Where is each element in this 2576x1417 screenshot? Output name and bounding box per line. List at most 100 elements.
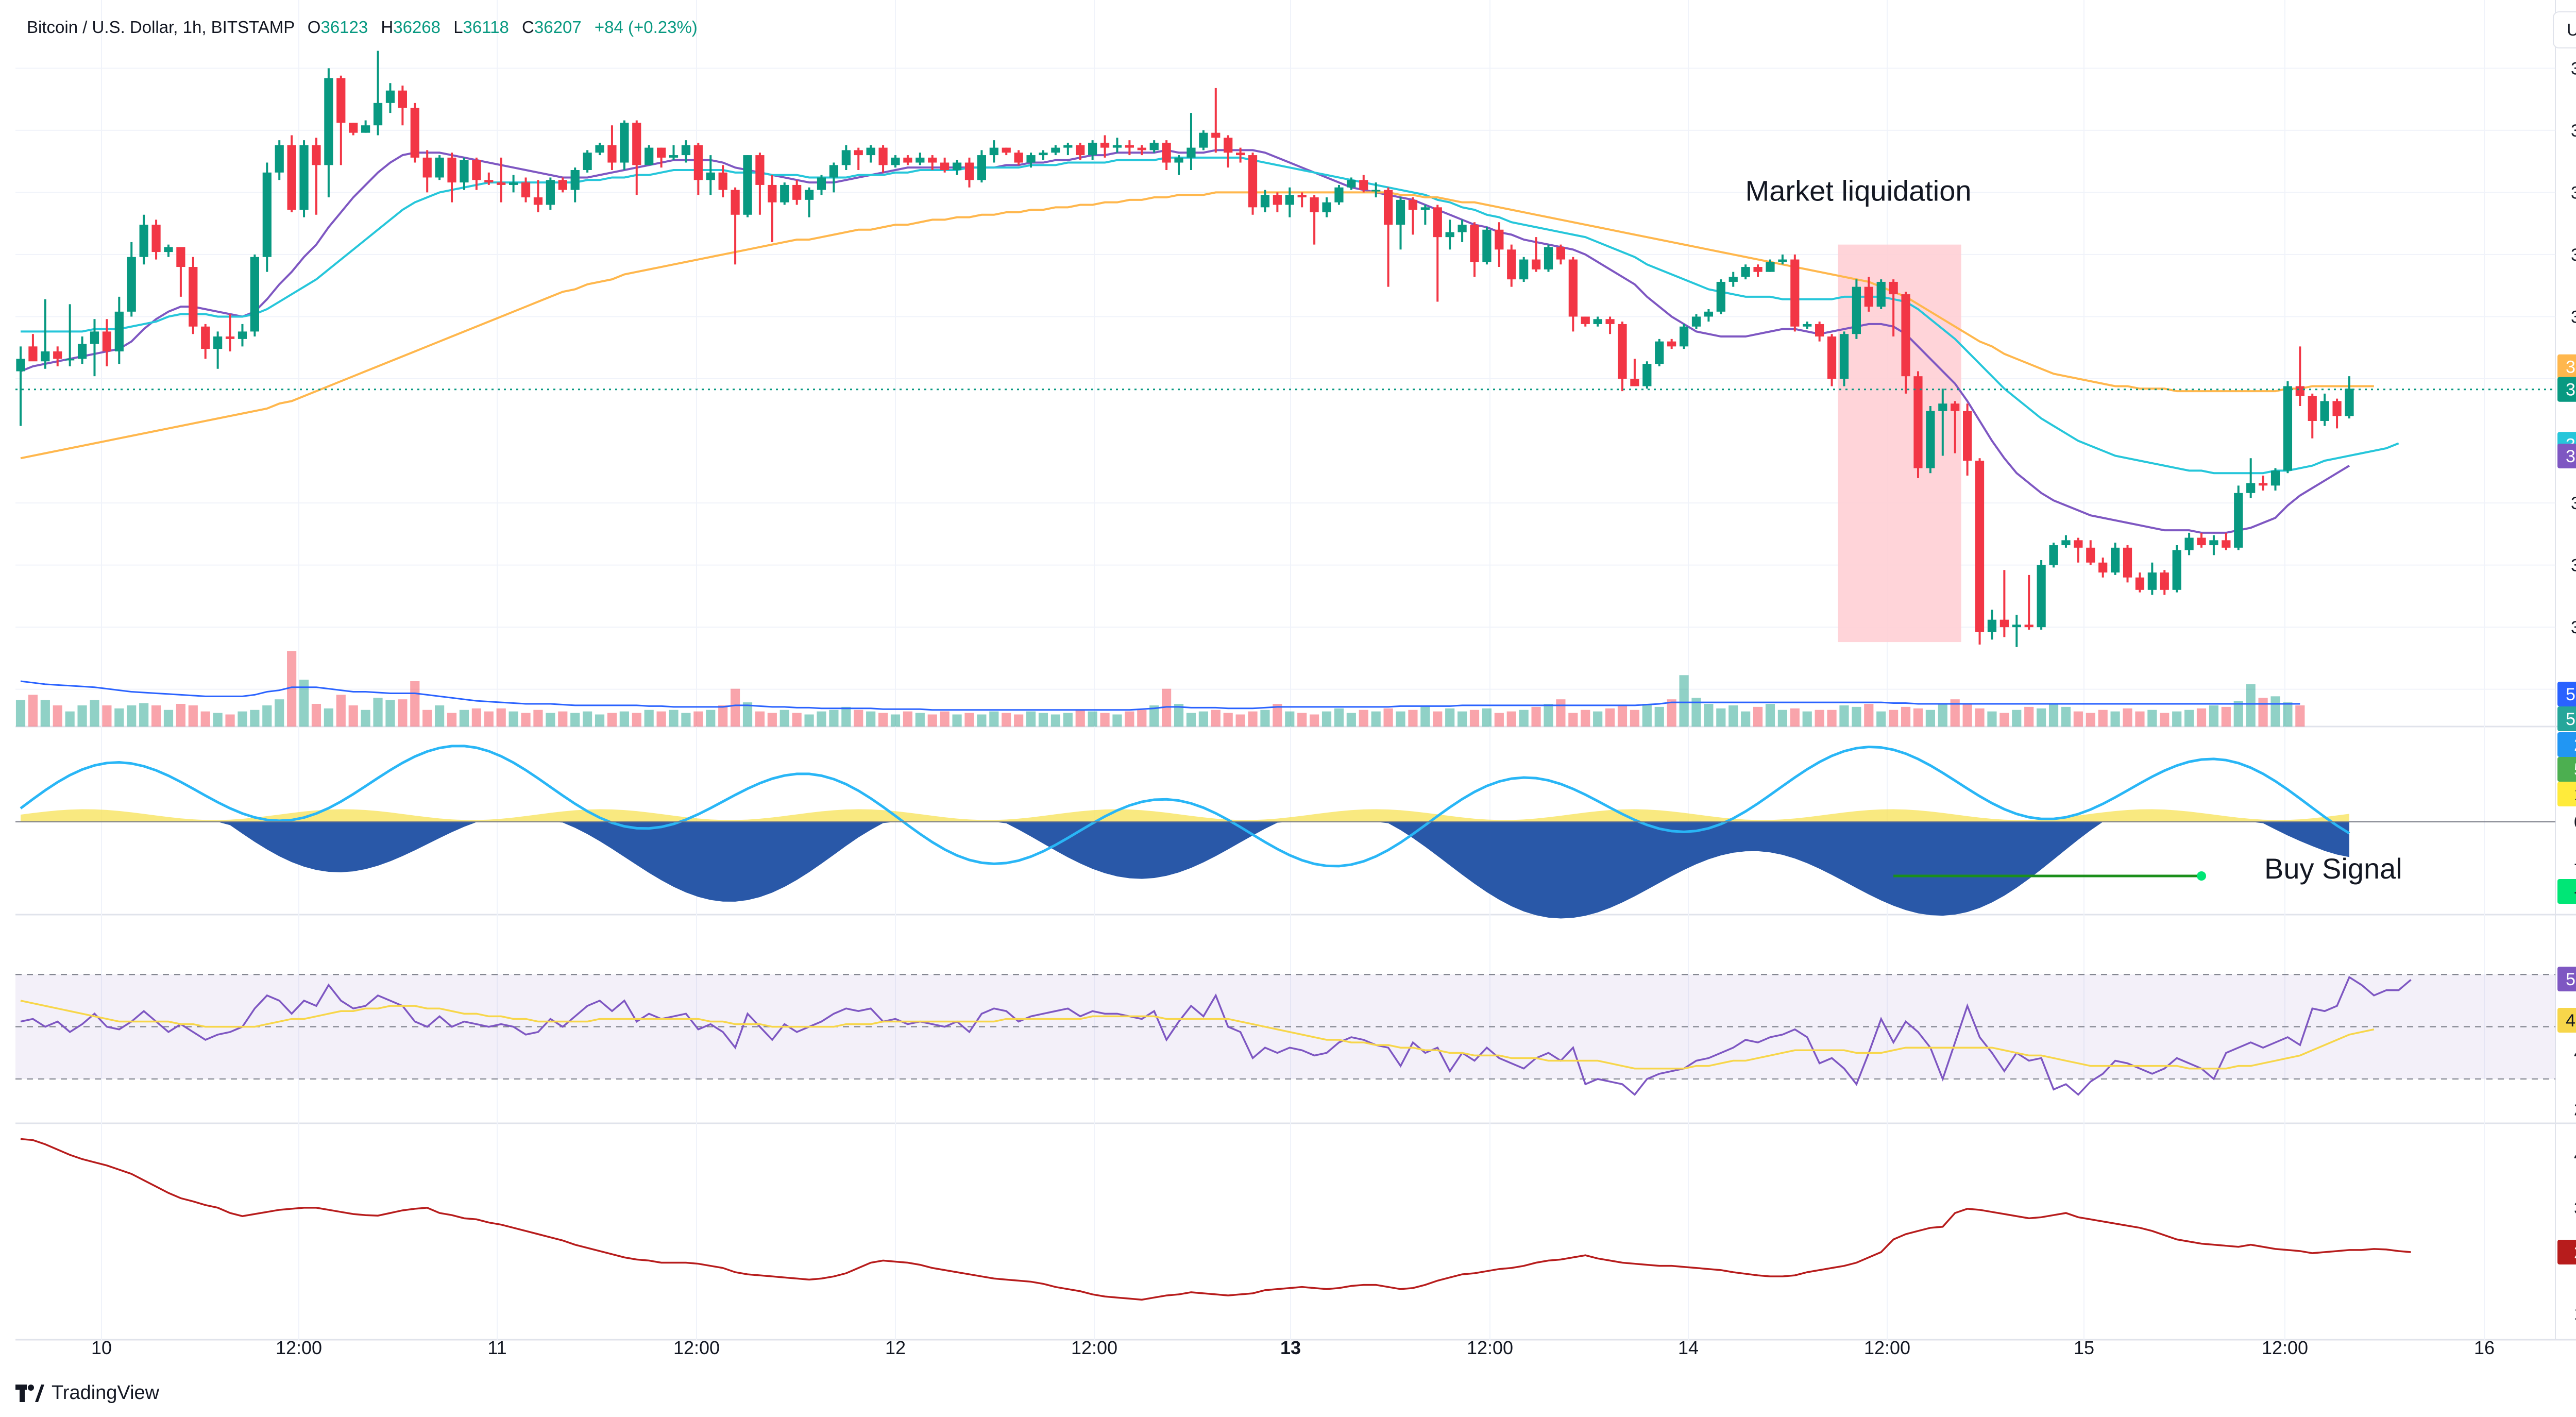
change-value: +84 (+0.23%) [594, 18, 698, 37]
volume-bar [250, 710, 260, 727]
volume-bar [632, 713, 641, 727]
volume-bar [546, 713, 555, 727]
volume-bar [1790, 708, 1800, 727]
volume-bar [1248, 711, 1258, 727]
price-pane[interactable]: Market liquidation [15, 50, 2555, 647]
candle-body [262, 172, 272, 257]
price-tick-label: 35250 [2571, 618, 2576, 637]
volume-bar [496, 708, 506, 727]
candle-body [2172, 550, 2181, 590]
candle-body [804, 190, 814, 200]
candle-body [1938, 403, 1947, 411]
oscillator-axis-label: 0 [2574, 813, 2576, 832]
volume-bar [2110, 711, 2120, 727]
volume-bar [2196, 708, 2207, 727]
rsi-tick-label: 40.00 [2574, 1043, 2576, 1063]
candle-body [472, 160, 481, 180]
volume-bar [200, 711, 210, 727]
candle-body [1273, 195, 1282, 205]
rsi-ma-line [20, 1000, 2375, 1070]
candle-body [1236, 153, 1245, 156]
candle-body [1679, 326, 1689, 347]
candle-body [398, 90, 407, 108]
candle-body [854, 150, 863, 156]
volume-bar [1642, 704, 1652, 727]
volume-bar [656, 711, 666, 727]
volume-bar [447, 713, 457, 727]
volume-bar [779, 710, 789, 727]
candle-body [1248, 155, 1258, 208]
volume-bar [1765, 704, 1775, 727]
rsi-tick-label: 20.00 [2574, 1100, 2576, 1120]
volume-bar [484, 711, 494, 727]
volume-bar [1568, 713, 1578, 727]
volume-bar [619, 711, 629, 727]
candle-body [139, 225, 148, 257]
volume-bar [188, 705, 198, 727]
candle-body [1766, 262, 1775, 272]
bottom-axis-label: 216 [2574, 1243, 2576, 1262]
candle-body [1593, 319, 1602, 324]
candle-body [176, 247, 185, 267]
wavetrend-line [20, 745, 2350, 868]
candle-body [2147, 572, 2157, 590]
candle-body [349, 123, 358, 133]
candle-body [1753, 267, 1762, 272]
candle-body [1728, 277, 1738, 282]
candle-body [1137, 147, 1146, 150]
buy-signal-dot [2197, 871, 2207, 881]
volume-bar [471, 708, 481, 727]
oscillator-pane[interactable]: Buy Signal [15, 745, 2555, 919]
volume-bar [2246, 684, 2256, 727]
candle-body [533, 197, 543, 205]
candle-body [1039, 153, 1048, 156]
tradingview-watermark[interactable]: TradingView [15, 1382, 159, 1404]
volume-bar [336, 695, 346, 727]
volume-bar [2233, 701, 2243, 727]
bottom-indicator-pane[interactable] [20, 1138, 2411, 1301]
candle-body [1408, 199, 1418, 210]
price-axis-label: 36220 [2566, 358, 2576, 377]
candle-body [1618, 324, 1627, 379]
volume-bar [1962, 704, 1972, 727]
volume-bar [1469, 710, 1480, 727]
candle-body [238, 331, 247, 339]
candle-body [558, 180, 567, 190]
volume-bar [262, 705, 272, 727]
candle-body [312, 145, 321, 165]
candle-body [1975, 461, 1985, 632]
volume-bar [2024, 706, 2034, 727]
candle-body [447, 157, 456, 183]
oscillator-axis-label-bg [2557, 732, 2576, 757]
volume-bar [890, 714, 901, 727]
volume-bar [1827, 710, 1837, 727]
candle-body [916, 157, 925, 163]
candle-body [2222, 540, 2231, 548]
volume-bar [583, 711, 592, 727]
open-label: O [307, 18, 321, 37]
volume-bar [2258, 698, 2268, 727]
x-tick-label: 14 [1678, 1337, 1699, 1358]
volume-pane[interactable] [15, 651, 2305, 727]
candle-body [484, 180, 494, 183]
volume-bar [1100, 713, 1110, 727]
price-tick-label: 37250 [2571, 121, 2576, 141]
candle-body [1655, 341, 1664, 364]
candle-body [1839, 334, 1849, 379]
symbol-title[interactable]: Bitcoin / U.S. Dollar, 1h, BITSTAMP [27, 18, 295, 37]
bottom-indicator-line [20, 1138, 2411, 1301]
bottom-axis-label-bg [2557, 1240, 2576, 1264]
volume-bar [1506, 711, 1516, 727]
candle-body [2308, 396, 2317, 421]
volume-bar [927, 714, 937, 727]
rsi-pane[interactable] [15, 974, 2555, 1096]
candle-body [2074, 540, 2083, 548]
volume-ma-axis-label-bg [2557, 706, 2576, 731]
x-tick-label: 12:00 [673, 1337, 720, 1358]
candle-body [1642, 364, 1652, 386]
volume-axis-label: 58 [2566, 685, 2576, 704]
currency-button[interactable]: USD [2553, 11, 2576, 48]
volume-bar [2172, 711, 2182, 727]
candle-body [336, 78, 346, 123]
